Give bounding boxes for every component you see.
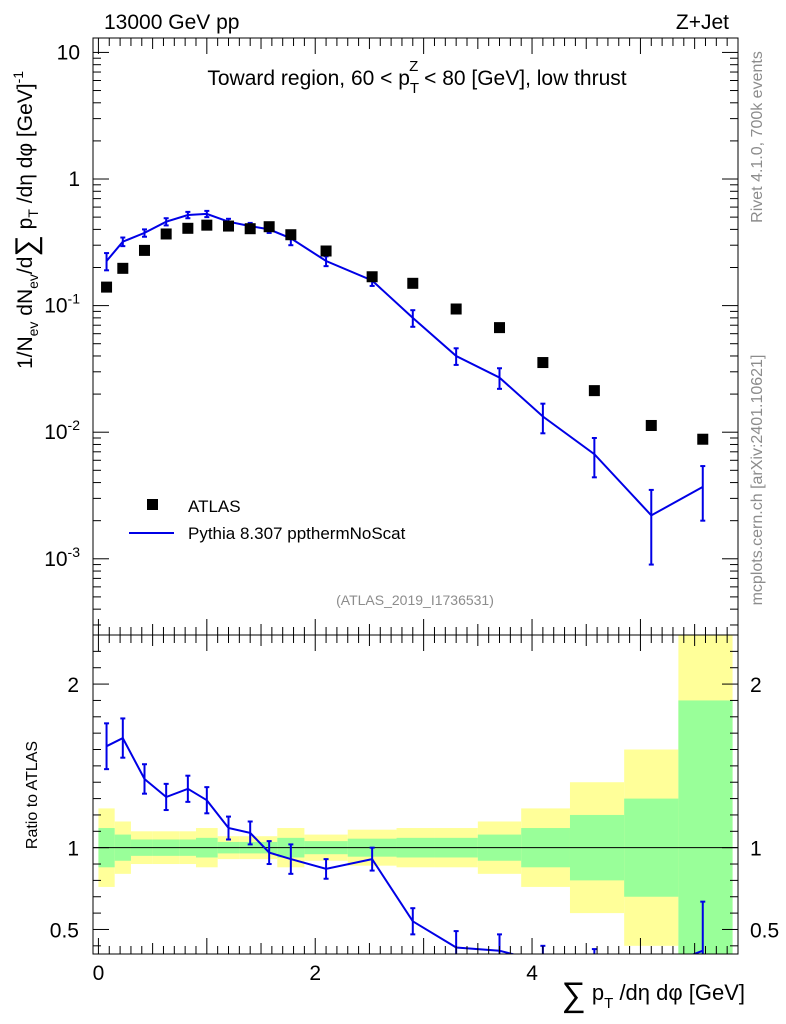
ratio-curve-group — [104, 717, 706, 954]
atlas-data-point — [285, 229, 297, 241]
atlas-data-point — [201, 219, 213, 231]
ratio-frame — [92, 634, 739, 955]
main-y-tick-labels: 10-3 10-2 10-1 1 10 — [44, 41, 80, 570]
analysis-tag: (ATLAS_2019_I1736531) — [336, 592, 494, 608]
atlas-data-point — [244, 223, 256, 235]
mcplots-reference-label: mcplots.cern.ch [arXiv:2401.10621] — [749, 355, 766, 606]
x-tick-label: 4 — [526, 962, 538, 985]
legend-atlas-marker — [147, 499, 158, 510]
ratio-data-layer — [104, 717, 706, 954]
collision-energy-label: 13000 GeV pp — [104, 11, 239, 34]
ratio-y-tick-label-right: 0.5 — [750, 919, 779, 942]
x-tick-label: 0 — [93, 962, 105, 985]
legend-pythia-label: Pythia 8.307 ppthermNoScat — [188, 524, 406, 543]
atlas-data-point — [138, 244, 150, 256]
atlas-data-point — [537, 357, 549, 369]
ratio-y-axis-label: Ratio to ATLAS — [24, 741, 41, 849]
legend: ATLAS Pythia 8.307 ppthermNoScat — [129, 497, 406, 543]
ratio-tick-labels: 0.5 0.5 1 1 2 2 0 2 4 — [50, 674, 779, 985]
atlas-data-point — [160, 228, 172, 240]
ratio-uncertainty-bands — [98, 635, 733, 954]
atlas-data-point — [407, 277, 419, 289]
green-band — [678, 700, 733, 954]
main-y-axis-label: 1/Nev dNev/d∑ pT /dη dφ [GeV]-1 — [10, 71, 43, 369]
ratio-y-tick-label-left: 1 — [67, 838, 79, 861]
y-tick-label: 10-3 — [44, 544, 80, 571]
atlas-data-point — [697, 433, 709, 445]
y-tick-label: 10-2 — [44, 417, 80, 444]
y-tick-label: 10-1 — [44, 291, 80, 318]
atlas-data-point — [320, 245, 332, 257]
ratio-y-tick-label-right: 2 — [750, 674, 762, 697]
main-axis-ticks — [93, 38, 738, 635]
rivet-version-label: Rivet 4.1.0, 700k events — [749, 51, 766, 223]
y-tick-label: 10 — [57, 41, 80, 64]
ratio-y-tick-label-left: 0.5 — [50, 919, 79, 942]
y-tick-label: 1 — [68, 168, 80, 191]
mc-curve — [105, 212, 704, 517]
atlas-data-point — [494, 322, 506, 334]
ratio-axis-ticks — [93, 634, 738, 954]
main-data-layer — [101, 209, 709, 566]
atlas-data-point — [223, 220, 235, 232]
atlas-data-point — [366, 271, 378, 283]
main-frame — [92, 37, 739, 636]
atlas-data-point — [645, 419, 657, 431]
atlas-data-point — [101, 281, 113, 293]
ratio-y-tick-label-right: 1 — [750, 838, 762, 861]
main-panel: Toward region, 60 < pTZ < 80 [GeV], low … — [10, 37, 739, 636]
atlas-data-point — [263, 221, 275, 233]
plot-title: Toward region, 60 < pTZ < 80 [GeV], low … — [207, 58, 626, 97]
ratio-panel: 0.5 0.5 1 1 2 2 0 2 4 Ratio to ATLAS ∑ pT /dη dφ… — [24, 634, 779, 1014]
legend-atlas-label: ATLAS — [188, 497, 241, 516]
atlas-data-point — [588, 385, 600, 397]
atlas-data-point — [182, 222, 194, 234]
atlas-data-point — [117, 262, 129, 274]
ratio-y-tick-label-left: 2 — [67, 674, 79, 697]
x-tick-label: 2 — [309, 962, 321, 985]
x-axis-label: ∑ pT /dη dφ [GeV] — [562, 976, 745, 1014]
atlas-data-point — [450, 303, 462, 315]
process-label: Z+Jet — [676, 11, 729, 34]
